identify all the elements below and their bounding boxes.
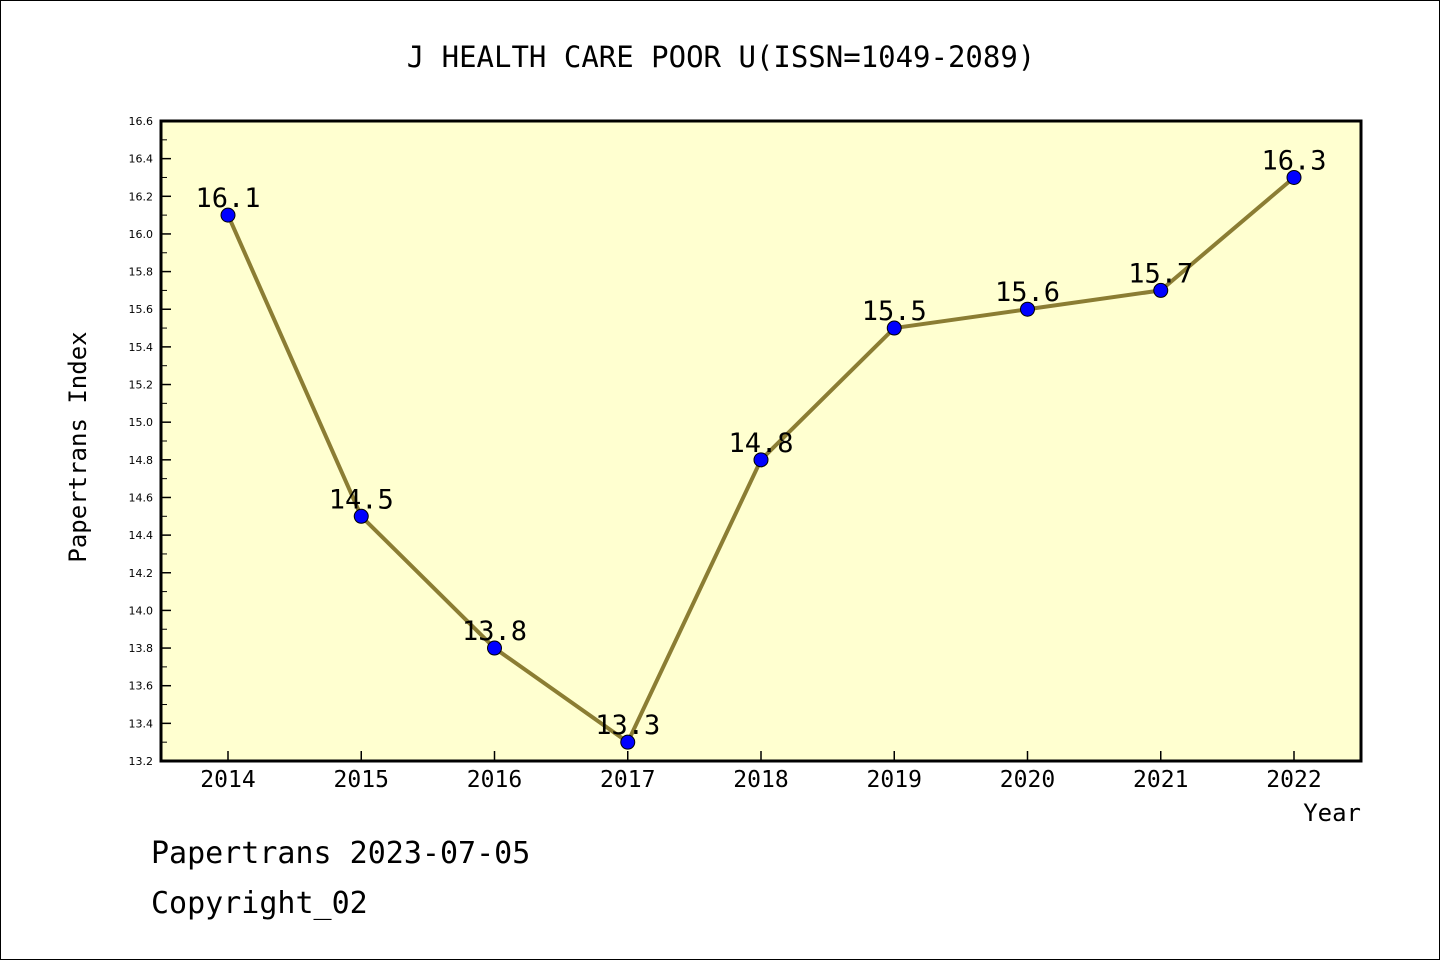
footer-copyright: Copyright_02	[151, 886, 368, 921]
y-tick-label: 14.0	[129, 604, 154, 617]
data-point	[1286, 169, 1302, 185]
data-label: 13.3	[595, 710, 660, 741]
y-tick-label: 13.8	[129, 642, 154, 655]
x-tick-label: 2021	[1133, 767, 1188, 793]
data-label: 14.5	[329, 484, 394, 515]
footer-date: Papertrans 2023-07-05	[151, 836, 531, 871]
y-tick-label: 14.8	[129, 454, 154, 467]
x-tick-label: 2018	[733, 767, 788, 793]
data-point	[1153, 282, 1169, 298]
data-label: 16.3	[1261, 145, 1326, 176]
data-label: 13.8	[462, 616, 527, 647]
y-axis: 13.2 13.4 13.6 13.8 14.0 14.2 14.4 14.6 14.8 15.0…	[129, 115, 171, 768]
x-tick-label: 2016	[467, 767, 522, 793]
y-tick-label: 15.6	[129, 303, 154, 316]
x-axis: 2014 2015 2016 2017 2018 2019 2020 2021 2022	[200, 751, 1322, 793]
x-tick-label: 2022	[1266, 767, 1321, 793]
data-point	[1020, 301, 1035, 317]
y-tick-label: 16.4	[129, 153, 154, 166]
data-label: 14.8	[728, 428, 793, 459]
marker-layer	[220, 169, 1302, 750]
x-tick-label: 2014	[200, 767, 255, 793]
y-tick-label: 16.0	[129, 228, 154, 241]
data-point	[886, 320, 902, 336]
y-tick-label: 16.2	[129, 190, 154, 203]
y-tick-label: 14.2	[129, 567, 154, 580]
x-tick-label: 2017	[600, 767, 655, 793]
data-point	[620, 734, 636, 750]
y-axis-label: Papertrans Index	[64, 331, 92, 562]
y-tick-label: 13.6	[129, 680, 154, 693]
y-tick-label: 14.6	[129, 491, 154, 504]
y-tick-label: 15.0	[129, 416, 154, 429]
x-tick-label: 2015	[334, 767, 389, 793]
data-point	[353, 508, 369, 524]
x-tick-label: 2019	[867, 767, 922, 793]
data-label: 15.6	[995, 277, 1060, 308]
y-tick-label: 16.6	[129, 115, 154, 128]
x-axis-label: Year	[1303, 799, 1361, 827]
data-point	[220, 207, 236, 223]
data-label: 15.7	[1128, 258, 1193, 289]
y-tick-label: 13.4	[129, 717, 154, 730]
chart-title: J HEALTH CARE POOR U(ISSN=1049-2089)	[407, 40, 1036, 74]
y-tick-label: 15.4	[129, 341, 154, 354]
data-point	[753, 452, 769, 468]
data-label: 16.1	[195, 183, 260, 214]
y-tick-label: 13.2	[129, 755, 154, 768]
data-label-layer: 16.1 14.5 13.8 13.3 14.8 15.5 15.6 15.7 16.3	[195, 145, 1326, 741]
y-tick-label: 15.2	[129, 379, 154, 392]
plot-border	[159, 119, 1363, 763]
plot-area	[161, 121, 1361, 761]
y-tick-label: 15.8	[129, 266, 154, 279]
data-point	[487, 640, 502, 656]
x-tick-label: 2020	[1000, 767, 1055, 793]
y-tick-label: 14.4	[129, 529, 154, 542]
data-label: 15.5	[862, 296, 927, 327]
